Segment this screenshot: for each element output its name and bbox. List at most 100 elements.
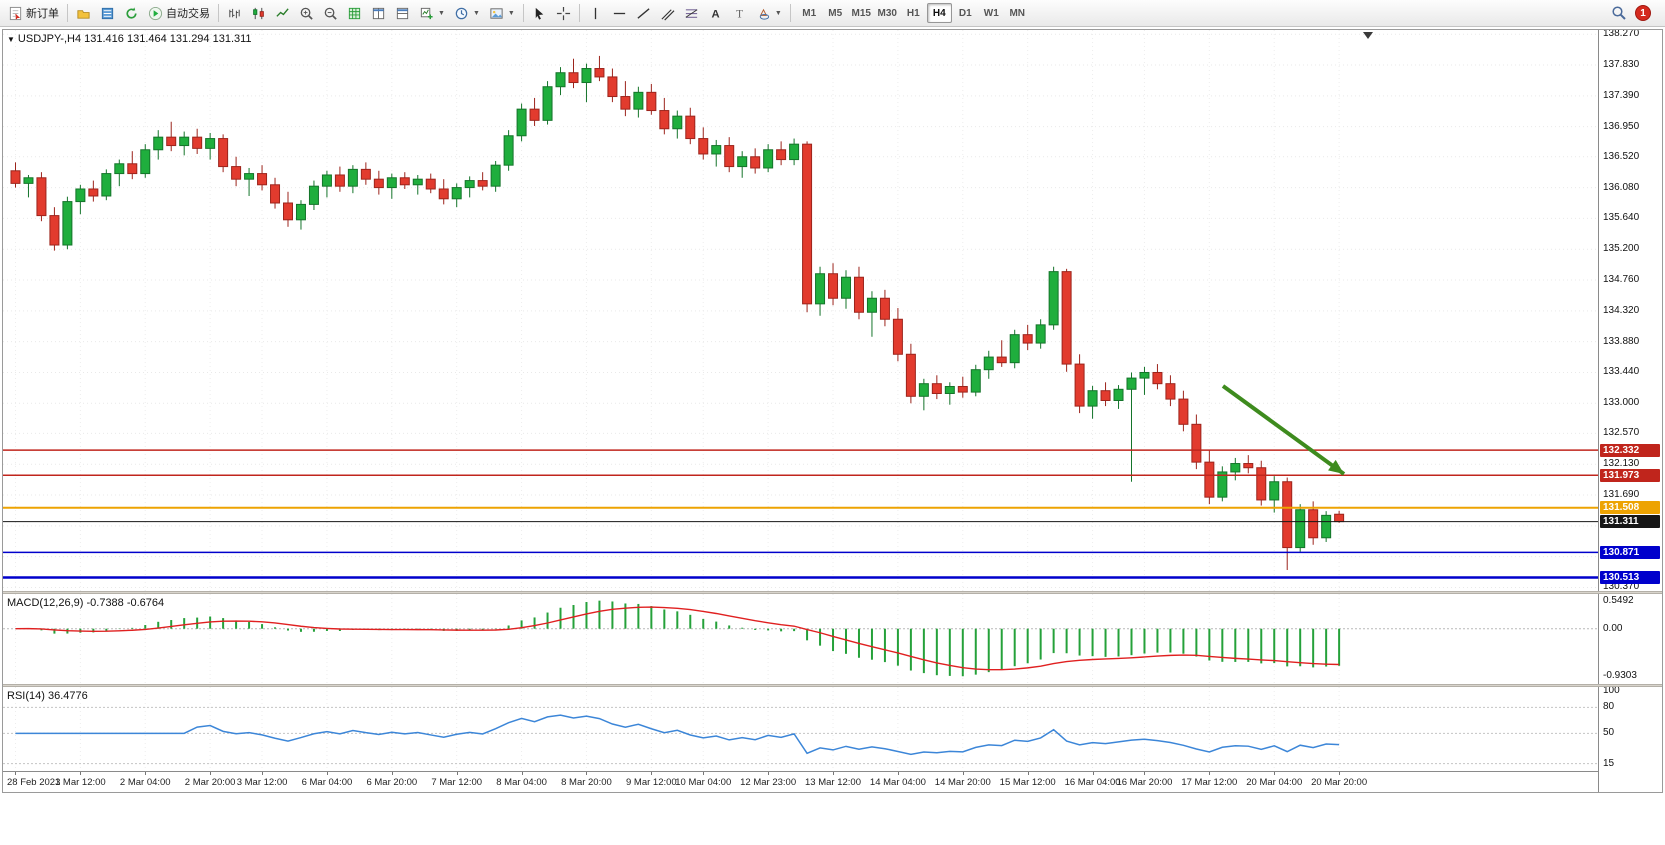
tile-windows-button[interactable] [367,2,390,24]
text-label-icon: T [736,8,743,20]
time-axis-label: 16 Mar 04:00 [1064,777,1121,788]
time-axis-label: 12 Mar 23:00 [740,777,797,788]
toolbar: 新订单 自动交易 ▼ ▼ ▼ A T ▼ [0,0,1665,27]
tile-windows-icon [372,7,385,19]
panel-divider[interactable] [3,591,1662,594]
text-a-icon: A [711,8,719,20]
timeframe-button-H4[interactable]: H4 [926,3,952,23]
chevron-down-icon: ▼ [438,9,445,17]
template-image-icon [490,7,503,19]
macd-axis-label: -0.9303 [1603,670,1637,682]
symbol-collapse-icon[interactable]: ▼ [7,35,15,44]
price-axis-label: 131.690 [1603,489,1640,501]
time-axis-label: 1 Mar 12:00 [55,777,106,788]
cascade-windows-button[interactable] [391,2,414,24]
market-watch-button[interactable] [96,2,119,24]
time-axis-tick [703,772,705,775]
time-axis-label: 6 Mar 04:00 [301,777,353,788]
horizontal-level-lines[interactable] [3,449,1598,579]
time-axis-label: 9 Mar 12:00 [625,777,677,788]
chevron-down-icon: ▼ [774,9,782,17]
channel-icon [661,8,675,20]
trend-arrow-annotation[interactable] [1221,384,1346,476]
horizontal-line-button[interactable] [608,2,631,24]
time-axis-label: 3 Mar 12:00 [236,777,288,788]
cursor-button[interactable] [528,2,551,24]
bar-chart-button[interactable] [223,2,246,24]
price-axis-label: 133.440 [1603,366,1640,378]
zoom-in-button[interactable] [295,2,318,24]
timeframe-button-H1[interactable]: H1 [906,7,920,19]
price-chart-canvas[interactable] [3,30,1598,591]
price-level-badge[interactable]: 130.871 [1600,545,1660,559]
price-level-badge[interactable]: 132.332 [1600,443,1660,457]
timeframe-button-D1[interactable]: D1 [958,7,972,19]
price-axis-label: 132.570 [1603,427,1640,439]
time-axis-tick [80,772,82,775]
fibonacci-button[interactable] [680,2,703,24]
macd-indicator-canvas[interactable] [3,594,1598,684]
search-icon[interactable] [1611,5,1627,21]
timeframe-button-M1[interactable]: M1 [802,7,817,19]
price-level-badge[interactable]: 130.513 [1600,570,1660,584]
chevron-down-icon: ▼ [507,9,515,17]
price-axis-label: 137.390 [1603,89,1640,101]
rsi-axis-label: 50 [1603,727,1615,739]
time-axis-label: 2 Mar 04:00 [119,777,171,788]
text-button[interactable]: A [704,2,727,24]
toolbar-separator [522,4,524,22]
time-axis[interactable]: 28 Feb 2023 1 Mar 12:00 2 Mar 04:00 2 Mar 2… [3,771,1598,792]
auto-trading-button[interactable]: 自动交易 [144,2,214,24]
trendline-button[interactable] [632,2,655,24]
time-axis-tick [145,772,147,775]
vertical-line-button[interactable] [584,2,607,24]
timeframe-button-M15[interactable]: M15 [851,7,871,19]
time-axis-tick [1144,772,1146,775]
profiles-button[interactable] [72,2,95,24]
timeframe-button-MN[interactable]: MN [1009,7,1026,19]
new-chart-button[interactable]: ▼ [415,2,449,24]
time-axis-label: 7 Mar 12:00 [431,777,483,788]
price-axis[interactable]: 138.270 137.830 137.390 136.950 136.520 136.0… [1598,30,1662,792]
rsi-indicator-canvas[interactable] [3,687,1598,771]
line-chart-button[interactable] [271,2,294,24]
timeframe-toolbar: M1 M5 M15 M30 H1 H4 D1 W1 MN [797,3,1030,23]
channel-button[interactable] [656,2,679,24]
time-axis-tick [210,772,212,775]
time-axis-label: 15 Mar 12:00 [999,777,1056,788]
chevron-down-icon: ▼ [472,9,480,17]
chart-shift-marker-icon[interactable] [1362,32,1373,39]
zoom-out-button[interactable] [319,2,342,24]
price-level-badge[interactable]: 131.311 [1600,515,1660,529]
price-axis-label: 133.880 [1603,335,1640,347]
crosshair-button[interactable] [552,2,575,24]
timeframe-button-M5[interactable]: M5 [828,7,843,19]
chart-plot-area[interactable]: ▼ USDJPY-,H4 131.416 131.464 131.294 131.… [3,30,1598,792]
crosshair-icon [556,6,570,20]
periods-button[interactable]: ▼ [450,2,484,24]
shapes-button[interactable]: ▼ [752,2,786,24]
time-axis-tick [1339,772,1341,775]
price-level-badge[interactable]: 131.508 [1600,501,1660,515]
notification-badge[interactable]: 1 [1635,5,1651,21]
time-axis-label: 14 Mar 04:00 [869,777,926,788]
templates-button[interactable]: ▼ [485,2,519,24]
symbol-info: ▼ USDJPY-,H4 131.416 131.464 131.294 131.… [7,33,252,45]
label-button[interactable]: T [728,2,751,24]
price-axis-label: 135.200 [1603,243,1640,255]
indicators-button[interactable] [343,2,366,24]
time-axis-tick [521,772,523,775]
new-order-icon [9,6,22,20]
macd-histogram [27,600,1341,677]
timeframe-button-M30[interactable]: M30 [877,7,897,19]
clock-icon [455,7,468,19]
candlestick-chart-button[interactable] [247,2,270,24]
new-order-button[interactable]: 新订单 [4,2,63,24]
macd-values: -0.7388 -0.6764 [86,597,165,609]
refresh-button[interactable] [120,2,143,24]
price-axis-label: 135.640 [1603,212,1640,224]
toolbar-separator [67,4,68,22]
timeframe-button-W1[interactable]: W1 [983,7,999,19]
price-level-badge[interactable]: 131.973 [1600,468,1660,482]
panel-divider[interactable] [3,684,1662,687]
